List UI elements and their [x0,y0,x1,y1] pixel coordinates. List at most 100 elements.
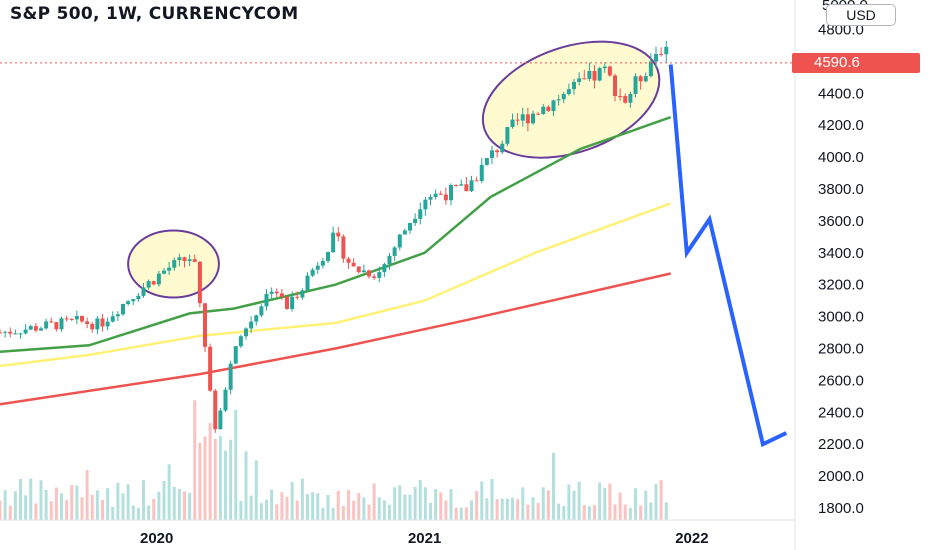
y-tick-label: 2800.0 [818,341,864,358]
candle-body [74,315,79,320]
candle-body [449,185,454,201]
candle-body [274,291,279,294]
volume-bar [321,507,325,520]
candle-body [0,332,2,334]
candle-body [633,76,638,94]
volume-bar [336,490,340,520]
candle-body [556,99,561,101]
candle-body [443,194,448,201]
candle-body [238,336,243,347]
volume-bar [536,502,540,520]
volume-bar [393,487,397,520]
volume-bar [552,452,556,520]
moving-average-green [0,116,672,353]
y-tick-label: 2400.0 [818,404,864,421]
candle-body [474,180,479,182]
volume-bar [0,500,2,520]
volume-bar [172,486,176,520]
candle-body [648,61,653,77]
candle-body [597,68,602,81]
candle-body [208,346,213,391]
volume-bar [608,483,612,520]
volume-bar [408,494,412,520]
volume-bar [111,506,115,520]
candle-body [479,164,484,181]
volume-bar [526,504,530,520]
volume-bar [429,502,433,520]
volume-bar [224,450,228,520]
candle-body [28,326,33,330]
candle-body [361,270,366,273]
candle-body [413,218,418,224]
volume-bar [377,497,381,520]
candle-body [541,106,546,114]
y-tick-label: 4200.0 [818,117,864,134]
volume-bar [470,500,474,520]
candle-body [582,78,587,80]
candle-body [59,318,64,330]
volume-bar [577,481,581,520]
candle-body [377,272,382,278]
candles-group [0,40,669,433]
volume-bar [505,498,509,520]
candle-body [351,262,356,267]
volume-bar [142,480,146,520]
volume-bar [475,491,479,520]
currency-button[interactable]: USD [826,4,896,26]
candle-body [607,66,612,76]
candle-body [454,185,459,187]
moving-averages-group [0,116,672,406]
volume-bar [618,492,622,520]
volume-bar [613,504,617,520]
volume-bar [65,500,69,520]
volume-bar [644,490,648,520]
candle-body [515,119,520,121]
candle-body [131,299,136,302]
candle-body [44,321,49,329]
volume-bar [306,494,310,520]
volume-bar [75,485,79,520]
candle-body [269,291,274,294]
candle-body [341,236,346,259]
volume-bar [101,500,105,520]
volume-bar [311,492,315,520]
moving-average-red [0,272,671,406]
volume-bar [106,488,110,520]
candle-body [664,46,669,55]
candle-body [259,306,264,316]
candle-body [3,331,8,333]
volume-bar [357,493,361,520]
volume-bar [413,486,417,520]
volume-bar [316,493,320,520]
volume-bar [439,492,443,520]
candle-body [418,209,423,219]
volume-bar [39,480,43,520]
candle-body [428,197,433,200]
candle-body [177,257,182,261]
volume-bar [341,506,345,520]
volume-bar [162,481,166,520]
candle-body [295,296,300,298]
volume-bar [454,507,458,520]
volume-bar [403,494,407,520]
volume-bar [44,489,48,520]
candle-body [546,106,551,111]
candle-body [469,180,474,192]
candle-body [203,303,208,347]
candle-body [490,150,495,159]
volume-bar [60,493,64,520]
candle-body [577,78,582,82]
x-tick-label: 2020 [140,530,173,547]
candle-body [223,389,228,411]
volume-bars-group [0,400,668,520]
candle-body [659,53,664,55]
volume-bar [567,484,571,520]
volume-bar [275,504,279,520]
candle-body [438,193,443,195]
candle-body [464,184,469,192]
candle-body [126,301,131,305]
volume-bar [218,435,222,520]
candle-body [100,318,105,327]
volume-bar [234,409,238,520]
